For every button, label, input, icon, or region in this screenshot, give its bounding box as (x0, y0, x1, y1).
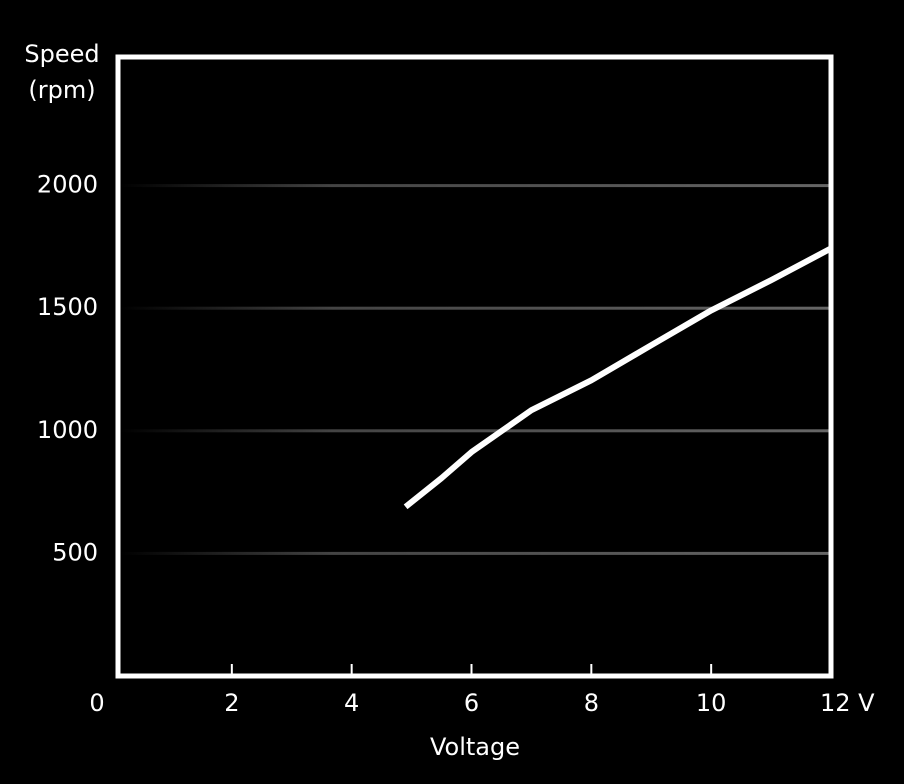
x-tick-label: 4 (344, 689, 359, 717)
data-line (403, 245, 833, 510)
x-tick-label: 6 (464, 689, 479, 717)
x-tick-label: 10 (696, 689, 727, 717)
grid-line (120, 551, 829, 555)
plot-frame (115, 54, 834, 679)
y-axis-label: Speed (24, 40, 99, 68)
x-tick-label: 0 (89, 689, 104, 717)
y-tick-label: 2000 (37, 171, 98, 199)
x-tick-label: 12 V (820, 689, 875, 717)
y-axis-label: (rpm) (28, 76, 95, 104)
x-tick-label: 8 (584, 689, 599, 717)
grid-line (120, 306, 829, 310)
grid-line (120, 429, 829, 433)
y-tick-label: 500 (52, 538, 98, 566)
x-tick-label: 2 (224, 689, 239, 717)
y-tick-label: 1000 (37, 416, 98, 444)
y-tick-label: 1500 (37, 293, 98, 321)
x-axis-label: Voltage (430, 733, 520, 761)
grid-line (120, 184, 829, 188)
